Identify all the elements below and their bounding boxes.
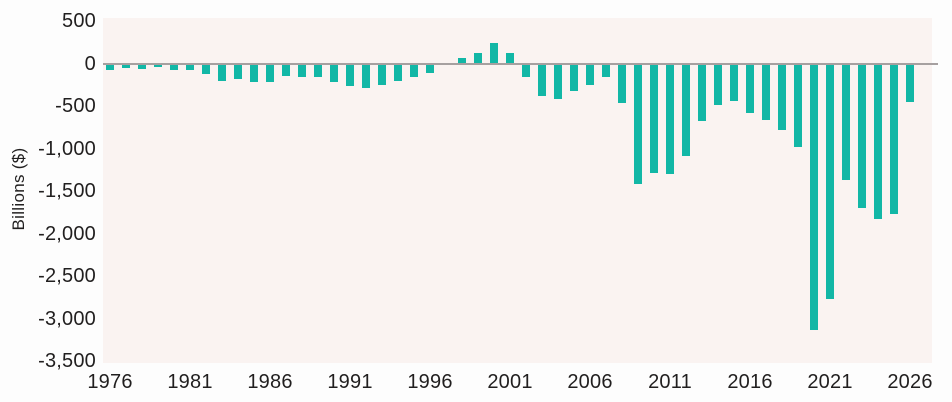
bar-2002 bbox=[522, 63, 530, 77]
bar-2012 bbox=[682, 63, 690, 156]
bar-2023 bbox=[858, 63, 866, 208]
bar-2016 bbox=[746, 63, 754, 114]
bar-1999 bbox=[474, 52, 482, 64]
bar-1982 bbox=[202, 63, 210, 75]
bar-1980 bbox=[170, 63, 178, 70]
x-tick-label: 2026 bbox=[887, 371, 933, 393]
bar-2018 bbox=[778, 63, 786, 130]
plot-area bbox=[103, 18, 932, 363]
zero-axis-line bbox=[103, 62, 938, 65]
y-tick-label: -1,500 bbox=[38, 180, 96, 202]
bar-1985 bbox=[250, 63, 258, 82]
x-tick-label: 2001 bbox=[487, 371, 533, 393]
bar-2008 bbox=[618, 63, 626, 103]
bar-2019 bbox=[794, 63, 802, 148]
y-tick-label: -2,000 bbox=[38, 222, 96, 245]
bar-1990 bbox=[330, 63, 338, 83]
bar-2026 bbox=[906, 63, 914, 102]
bar-2006 bbox=[586, 63, 594, 85]
bar-2014 bbox=[714, 63, 722, 105]
bar-2007 bbox=[602, 63, 610, 78]
x-tick-label: 1996 bbox=[407, 371, 453, 393]
bar-2001 bbox=[506, 52, 514, 64]
bar-2003 bbox=[538, 63, 546, 96]
bar-1978 bbox=[138, 63, 146, 69]
bar-1984 bbox=[234, 63, 242, 80]
bar-2020 bbox=[810, 63, 818, 330]
bar-2024 bbox=[874, 63, 882, 220]
bar-1991 bbox=[346, 63, 354, 87]
bar-1995 bbox=[410, 63, 418, 78]
x-tick-label: 1981 bbox=[167, 371, 213, 393]
bar-1989 bbox=[314, 63, 322, 77]
y-tick-label: 0 bbox=[84, 52, 96, 75]
bar-1983 bbox=[218, 63, 226, 82]
bar-2000 bbox=[490, 43, 498, 64]
y-tick-label: -1,000 bbox=[38, 137, 96, 160]
y-tick-label: -3,500 bbox=[38, 350, 96, 372]
bar-1976 bbox=[106, 63, 114, 70]
x-tick-label: 2021 bbox=[807, 371, 853, 393]
bar-1996 bbox=[426, 63, 434, 73]
bar-2025 bbox=[890, 63, 898, 215]
bar-1981 bbox=[186, 63, 194, 71]
y-tick-label: -2,500 bbox=[38, 265, 96, 287]
bar-1979 bbox=[154, 63, 162, 67]
x-tick-label: 2011 bbox=[648, 371, 692, 393]
bar-2004 bbox=[554, 63, 562, 99]
bar-2013 bbox=[698, 63, 706, 122]
bar-2010 bbox=[650, 63, 658, 174]
bar-1994 bbox=[394, 63, 402, 81]
x-tick-label: 1976 bbox=[87, 371, 133, 393]
bar-1987 bbox=[282, 63, 290, 77]
x-tick-label: 2006 bbox=[567, 371, 613, 393]
bar-2022 bbox=[842, 63, 850, 181]
bar-2021 bbox=[826, 63, 834, 300]
x-tick-label: 2016 bbox=[727, 371, 773, 393]
bar-2017 bbox=[762, 63, 770, 121]
bar-1992 bbox=[362, 63, 370, 89]
bar-1988 bbox=[298, 63, 306, 77]
y-tick-label: -3,000 bbox=[38, 307, 96, 330]
y-tick-label: 500 bbox=[62, 10, 96, 32]
bar-1977 bbox=[122, 63, 130, 69]
bar-2015 bbox=[730, 63, 738, 102]
bar-2009 bbox=[634, 63, 642, 184]
bar-1998 bbox=[458, 57, 466, 64]
bar-1993 bbox=[378, 63, 386, 86]
x-tick-label: 1991 bbox=[327, 371, 373, 393]
x-tick-label: 1986 bbox=[247, 371, 293, 393]
y-tick-label: -500 bbox=[55, 95, 96, 117]
bar-1986 bbox=[266, 63, 274, 83]
bar-2011 bbox=[666, 63, 674, 174]
bar-2005 bbox=[570, 63, 578, 91]
